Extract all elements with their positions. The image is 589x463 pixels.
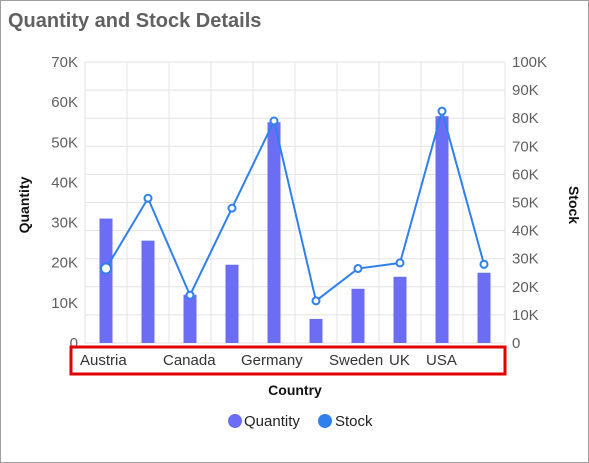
stock-point: [395, 258, 405, 268]
right-axis-ticks: 0 10K 20K 30K 40K 50K 60K 70K 80K 90K 100K: [512, 54, 547, 352]
legend-item-quantity[interactable]: Quantity: [228, 413, 300, 430]
y-tick-label: 0: [70, 335, 78, 352]
stock-point: [185, 290, 195, 300]
y-tick-label: 50K: [51, 134, 78, 151]
bar: [351, 288, 365, 343]
legend-item-stock[interactable]: Stock: [318, 413, 373, 430]
stock-series-line: [105, 107, 485, 303]
y2-tick-label: 30K: [512, 251, 539, 268]
y2-tick-label: 100K: [512, 54, 547, 71]
y-axis-title: Quantity: [16, 176, 32, 233]
gridlines: [84, 61, 506, 344]
bar: [141, 240, 155, 343]
y-tick-label: 70K: [51, 54, 78, 71]
x-category-label: Canada: [163, 352, 216, 369]
y-tick-label: 40K: [51, 174, 78, 191]
y2-tick-label: 0: [512, 335, 520, 352]
legend-marker-quantity: [228, 414, 242, 428]
legend-label-stock: Stock: [335, 413, 373, 430]
bar: [477, 272, 491, 343]
y2-tick-label: 70K: [512, 138, 539, 155]
y2-tick-label: 20K: [512, 279, 539, 296]
category-labels: Austria Canada Germany Sweden UK USA: [80, 352, 457, 369]
x-axis-title: Country: [268, 382, 322, 398]
y-tick-label: 30K: [51, 215, 78, 232]
y2-tick-label: 10K: [512, 307, 539, 324]
stock-point: [353, 264, 363, 274]
legend-label-quantity: Quantity: [244, 413, 300, 430]
stock-point: [227, 203, 237, 213]
bar: [435, 116, 449, 343]
stock-point: [479, 259, 489, 269]
x-category-label: Germany: [241, 352, 303, 369]
x-category-label: Sweden: [329, 352, 383, 369]
y-tick-label: 20K: [51, 255, 78, 272]
y-tick-label: 60K: [51, 94, 78, 111]
y2-tick-label: 60K: [512, 166, 539, 183]
bar: [99, 218, 113, 343]
bar: [225, 264, 239, 343]
stock-line: [100, 106, 489, 306]
x-category-label: USA: [426, 352, 457, 369]
stock-point: [269, 116, 279, 126]
stock-point: [143, 193, 153, 203]
x-category-label: Austria: [80, 352, 127, 369]
bar: [309, 318, 323, 343]
category-highlight-box: [69, 345, 507, 376]
left-axis-ticks: 0 10K 20K 30K 40K 50K 60K 70K: [51, 54, 78, 352]
stock-point: [311, 296, 321, 306]
y2-tick-label: 90K: [512, 82, 539, 99]
chart-title: Quantity and Stock Details: [8, 10, 262, 32]
legend-marker-stock: [318, 414, 332, 428]
y2-tick-label: 80K: [512, 110, 539, 127]
y2-tick-label: 50K: [512, 195, 539, 212]
y-tick-label: 10K: [51, 295, 78, 312]
y2-tick-label: 40K: [512, 223, 539, 240]
quantity-bars: [99, 116, 491, 343]
bar: [393, 276, 407, 343]
legend: Quantity Stock: [228, 413, 373, 430]
stock-point: [437, 106, 447, 116]
bar: [267, 122, 281, 343]
stock-point: [100, 262, 112, 275]
y2-axis-title: Stock: [566, 186, 582, 224]
bar: [183, 294, 197, 343]
x-category-label: UK: [389, 352, 410, 369]
